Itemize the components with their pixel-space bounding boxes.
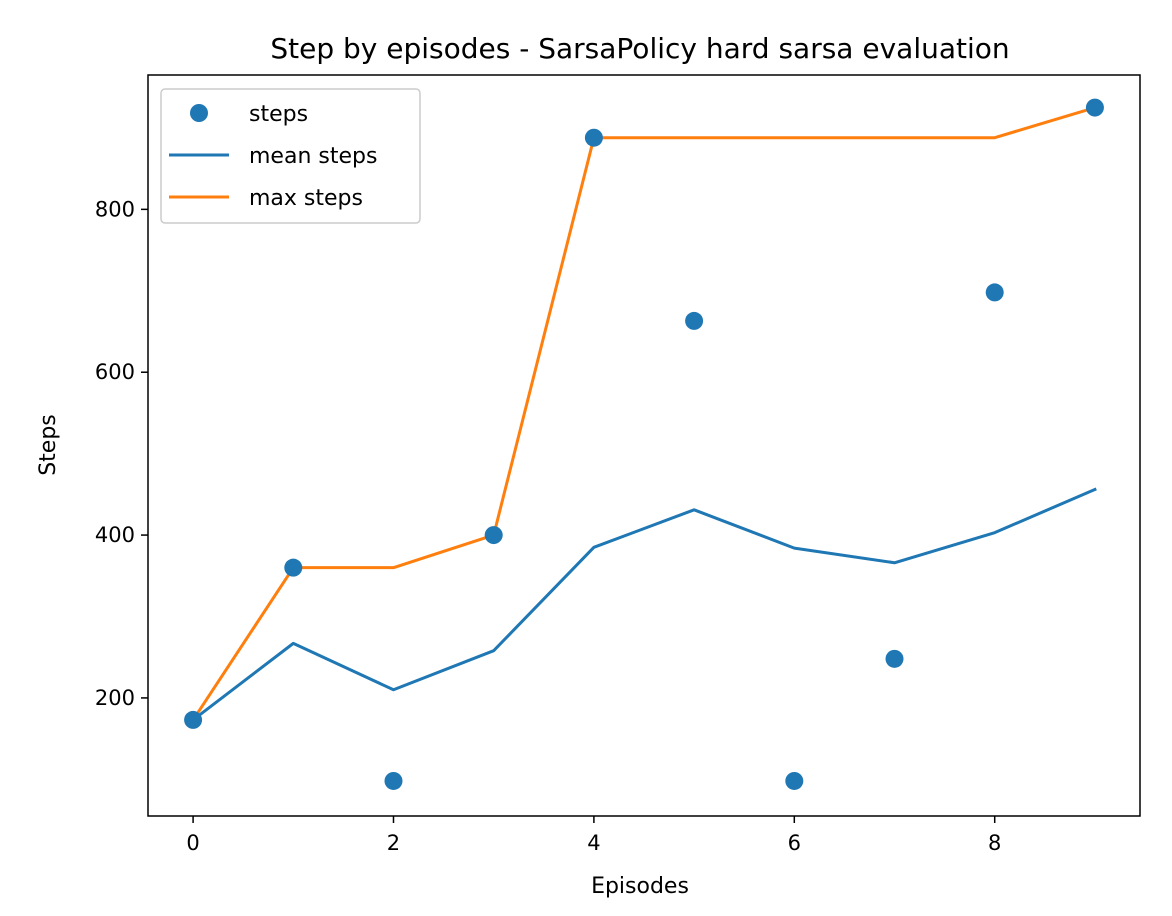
scatter-point-steps bbox=[384, 771, 403, 790]
y-tick-label: 600 bbox=[95, 360, 135, 384]
legend-label-mean-steps: mean steps bbox=[249, 144, 377, 169]
x-axis-label: Episodes bbox=[591, 874, 689, 899]
scatter-point-steps bbox=[184, 710, 203, 729]
y-tick-label: 200 bbox=[95, 686, 135, 710]
series-line-max-steps bbox=[191, 105, 1097, 722]
x-tick-label: 8 bbox=[988, 831, 1001, 855]
y-tick-label: 800 bbox=[95, 197, 135, 221]
legend-label-steps: steps bbox=[249, 102, 308, 127]
legend: steps mean steps max steps bbox=[160, 88, 421, 224]
y-axis-label: Steps bbox=[36, 414, 61, 476]
legend-box bbox=[160, 88, 421, 224]
x-tick-label: 0 bbox=[186, 831, 199, 855]
scatter-point-steps bbox=[284, 558, 303, 577]
scatter-point-steps bbox=[584, 128, 603, 147]
x-tick-label: 2 bbox=[387, 831, 400, 855]
legend-marker-steps bbox=[190, 104, 208, 122]
scatter-point-steps bbox=[685, 311, 704, 330]
plot-area bbox=[184, 98, 1104, 790]
x-axis-ticks: 0 2 4 6 8 bbox=[186, 816, 1001, 855]
y-tick-label: 400 bbox=[95, 523, 135, 547]
y-axis-ticks: 200 400 600 800 bbox=[95, 197, 148, 710]
x-tick-label: 6 bbox=[788, 831, 801, 855]
axes-frame bbox=[147, 74, 1141, 817]
scatter-point-steps bbox=[985, 283, 1004, 302]
legend-label-max-steps: max steps bbox=[249, 186, 363, 211]
scatter-point-steps bbox=[1085, 98, 1104, 117]
x-tick-label: 4 bbox=[587, 831, 600, 855]
chart-title: Step by episodes - SarsaPolicy hard sars… bbox=[270, 32, 1009, 65]
scatter-point-steps bbox=[885, 649, 904, 668]
series-line-mean-steps bbox=[190, 487, 1097, 723]
scatter-point-steps bbox=[785, 771, 804, 790]
scatter-point-steps bbox=[484, 526, 503, 545]
